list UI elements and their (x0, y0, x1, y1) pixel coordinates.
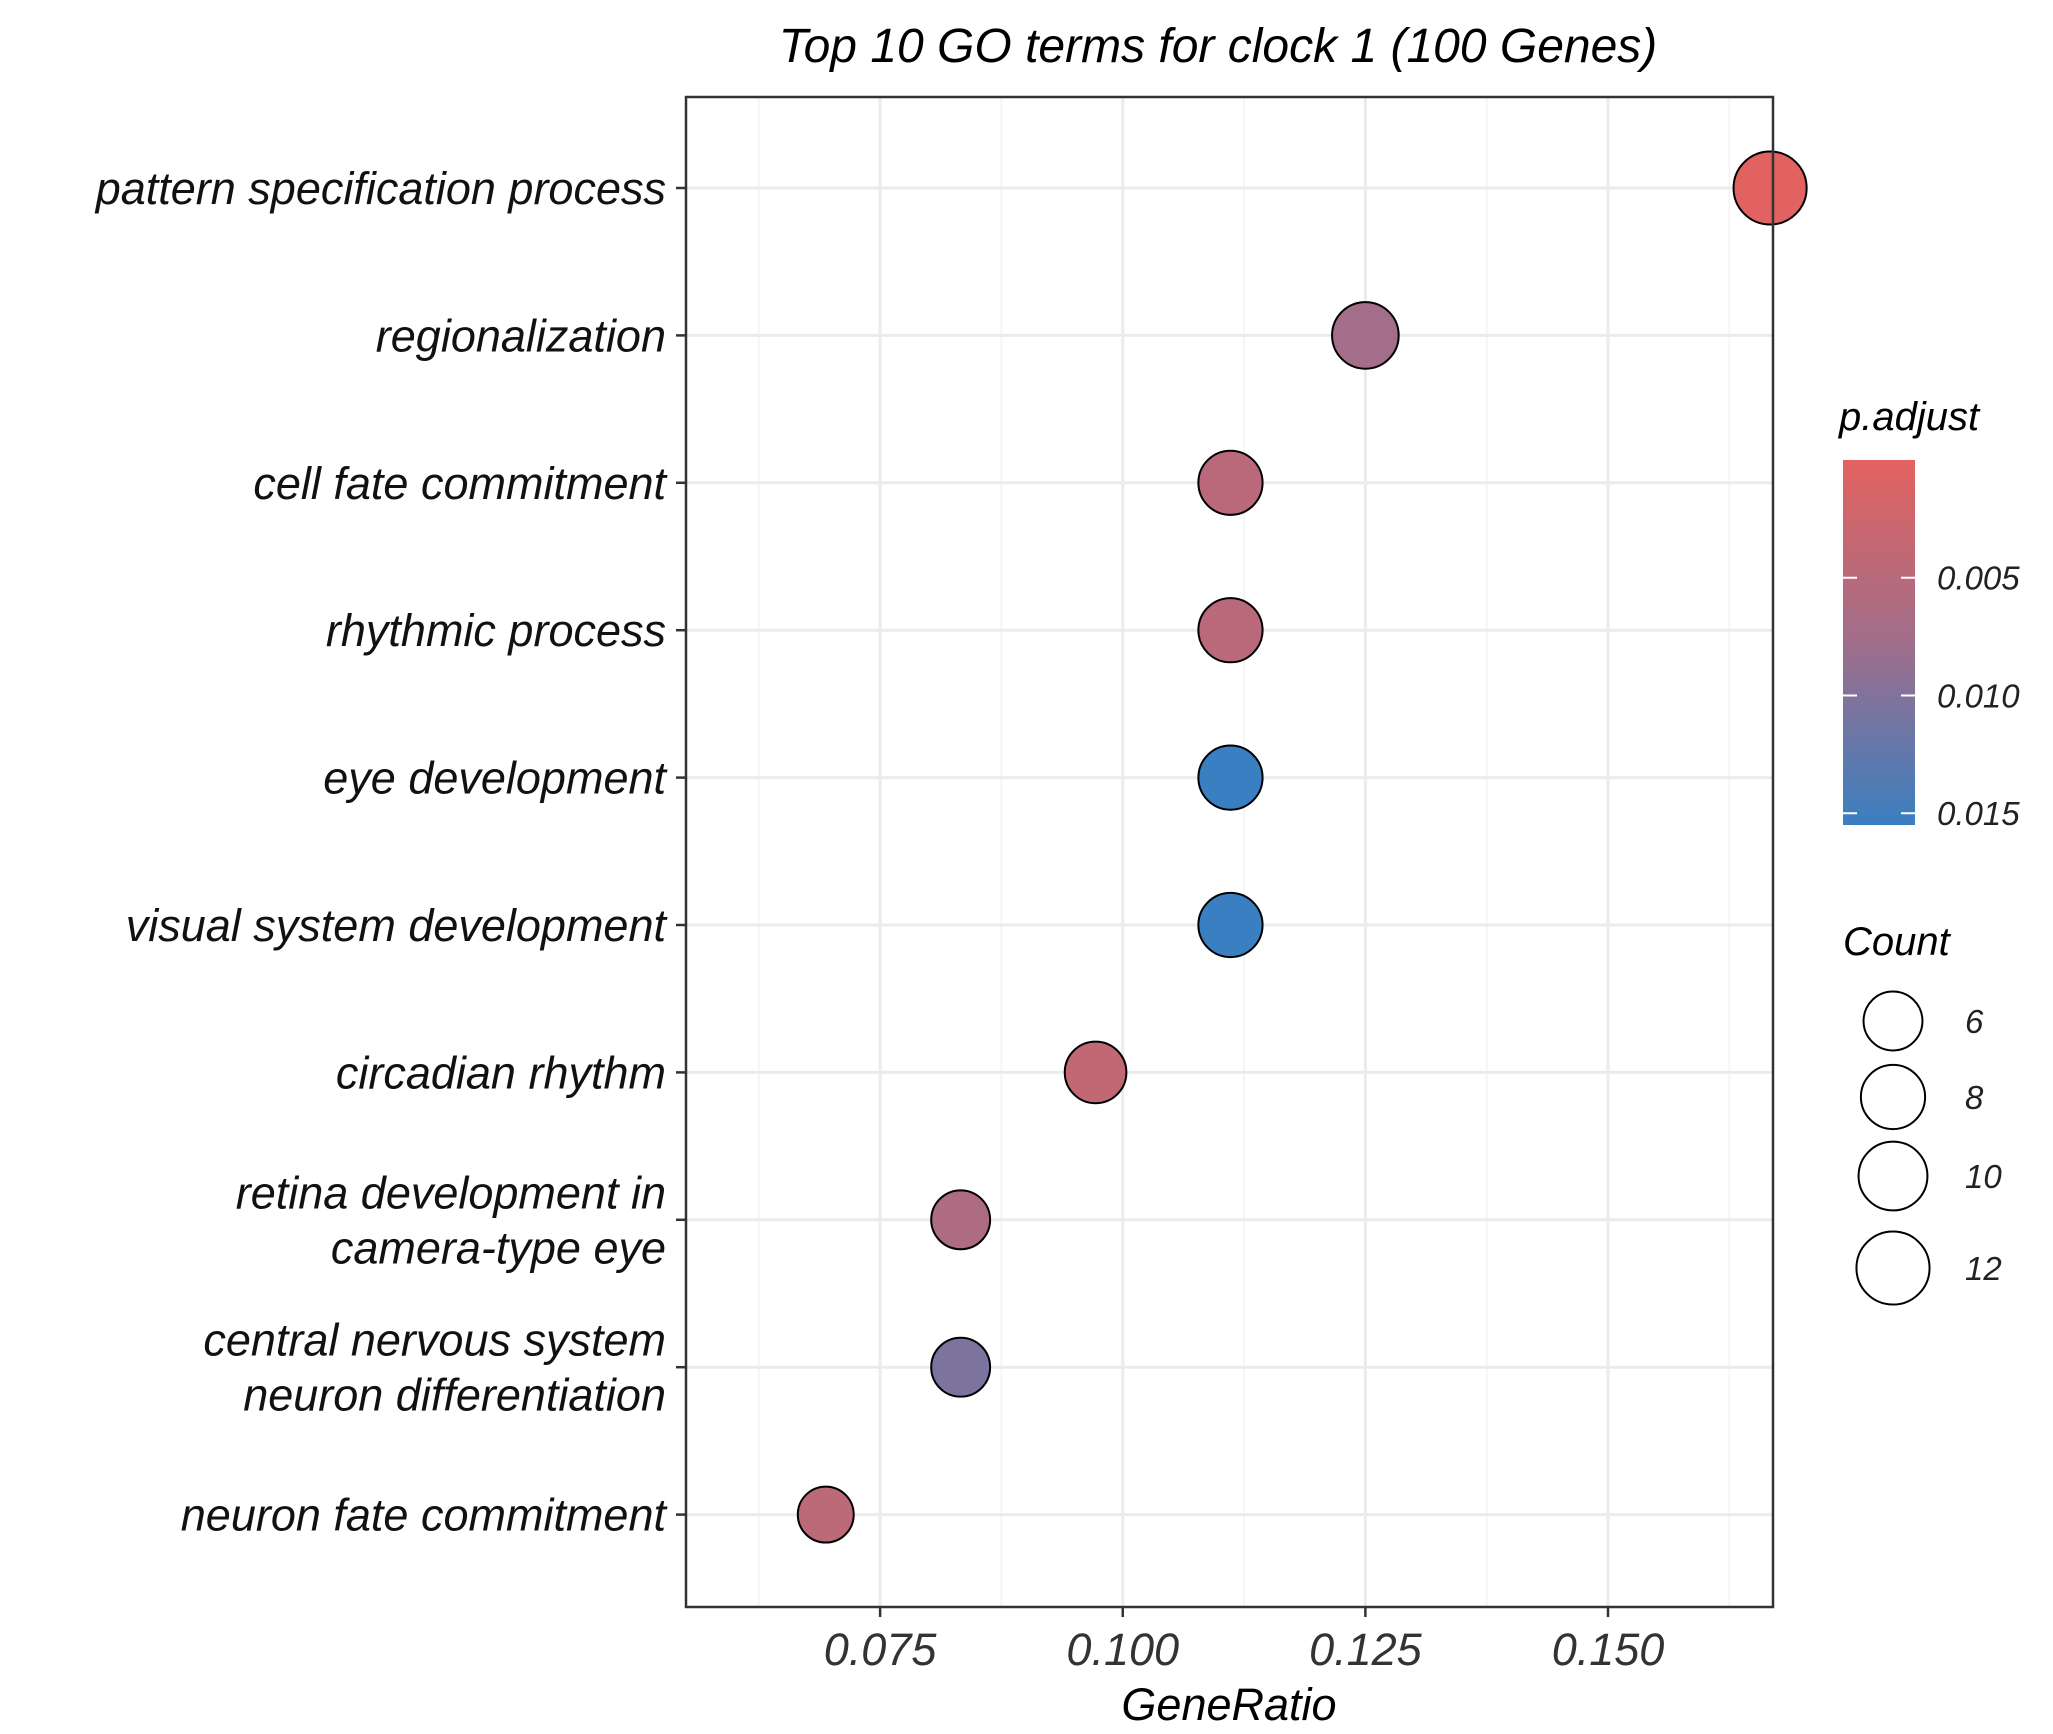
y-axis-label: regionalization (376, 310, 666, 361)
color-legend-title: p.adjust (1838, 395, 1981, 439)
data-point-eye-development (1197, 744, 1264, 811)
data-point-circadian-rhythm (1063, 1040, 1128, 1105)
color-legend-label: 0.015 (1937, 795, 2020, 832)
size-legend-label: 8 (1965, 1079, 1984, 1116)
x-axis-title: GeneRatio (1121, 1679, 1336, 1730)
data-point-central-nervous-system-neuron-differentiation (930, 1336, 992, 1398)
x-axis: 0.075 0.100 0.125 0.150 (824, 1607, 1665, 1675)
plot-panel-background (686, 97, 1773, 1607)
y-axis-label: eye development (323, 753, 668, 804)
y-axis-label: neuron fate commitment (181, 1490, 669, 1541)
data-point-cell-fate-commitment (1197, 449, 1264, 516)
color-legend-label: 0.005 (1937, 560, 2020, 597)
data-point-pattern-specification-process (1732, 150, 1808, 226)
x-axis-tick-label: 0.100 (1066, 1624, 1179, 1675)
x-axis-tick-label: 0.125 (1309, 1624, 1423, 1675)
color-legend-label: 0.010 (1937, 677, 2020, 714)
legends: p.adjust 0.005 0.010 0.015 Count 6 8 10 12 (1838, 395, 2020, 1306)
y-axis-label: circadian rhythm (336, 1047, 666, 1098)
y-axis-label: visual system development (126, 900, 669, 951)
size-legend-title: Count (1843, 920, 1952, 964)
color-legend-bar (1843, 460, 1915, 825)
points-layer (796, 150, 1808, 1544)
size-legend-label: 12 (1965, 1250, 2002, 1287)
chart-title: Top 10 GO terms for clock 1 (100 Genes) (779, 20, 1658, 73)
data-point-neuron-fate-commitment (796, 1485, 855, 1544)
data-point-visual-system-development (1197, 891, 1264, 959)
y-axis-label: central nervous system (203, 1315, 666, 1366)
x-axis-tick-label: 0.150 (1552, 1624, 1665, 1675)
y-axis: pattern specification process regionaliza… (94, 163, 686, 1541)
size-legend-key (1855, 1230, 1931, 1306)
size-legend-label: 6 (1965, 1003, 1984, 1040)
size-legend-label: 10 (1965, 1158, 2002, 1195)
y-axis-label: pattern specification process (94, 163, 666, 214)
size-legend-key (1859, 1063, 1927, 1131)
data-point-rhythmic-process (1197, 597, 1264, 664)
y-axis-label: retina development in (236, 1167, 666, 1218)
y-axis-label: rhythmic process (326, 605, 666, 656)
y-axis-label: cell fate commitment (253, 458, 668, 509)
size-legend-key (1857, 1140, 1929, 1212)
y-axis-label: neuron differentiation (243, 1370, 666, 1421)
data-point-retina-development-in-camera-type-eye (930, 1189, 992, 1251)
plot-panel-border (684, 95, 1775, 1609)
size-legend-key (1862, 990, 1924, 1052)
x-axis-tick-label: 0.075 (824, 1624, 938, 1675)
data-point-regionalization (1331, 301, 1400, 370)
y-axis-label: camera-type eye (331, 1222, 666, 1273)
